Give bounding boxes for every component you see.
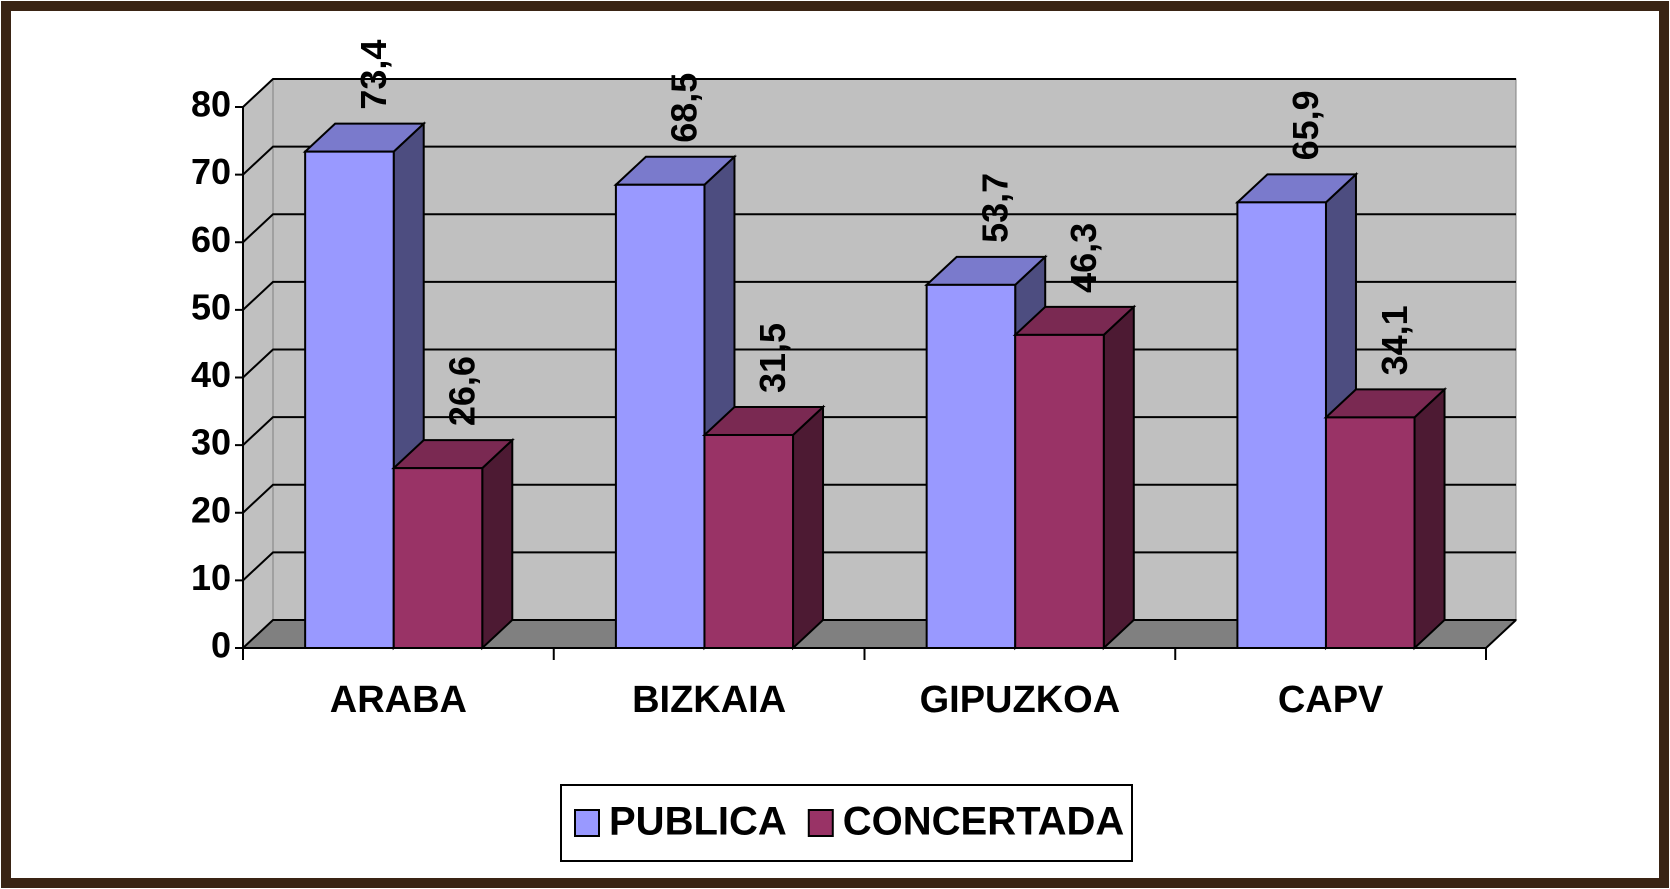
bar: [925, 283, 1017, 649]
y-tick-label: 0: [211, 625, 231, 666]
y-tick-label: 40: [191, 354, 231, 395]
floor-edge: [1485, 619, 1517, 649]
grid-line: [242, 78, 1516, 108]
legend: PUBLICA CONCERTADA: [560, 784, 1133, 862]
bar-side: [1102, 304, 1135, 651]
legend-box: [560, 784, 1133, 862]
x-tick-label: CAPV: [1278, 679, 1384, 721]
y-tick-label: 50: [191, 286, 231, 327]
x-tick-label: GIPUZKOA: [920, 679, 1121, 721]
bar: [304, 150, 395, 649]
bar: [1236, 201, 1327, 649]
bar: [614, 183, 706, 650]
legend-swatch: [574, 809, 600, 837]
bar: [703, 433, 795, 650]
y-tick-label: 10: [191, 557, 231, 598]
legend-swatch: [807, 809, 834, 837]
value-label: 53,7: [974, 173, 1015, 243]
value-label: 26,6: [442, 356, 483, 426]
legend-label: CONCERTADA: [843, 800, 1124, 844]
x-tick-label: ARABA: [330, 679, 467, 721]
grid-line: [242, 213, 1516, 243]
bar: [1014, 333, 1105, 649]
value-label: 73,4: [353, 40, 394, 110]
bar: [392, 467, 484, 649]
grid-line: [242, 280, 1516, 311]
y-tick-label: 60: [191, 219, 231, 260]
y-tick-label: 80: [191, 84, 231, 125]
bar-side: [792, 404, 825, 651]
x-tick-label: BIZKAIA: [632, 679, 786, 721]
grid-line: [242, 145, 1516, 176]
value-label: 65,9: [1285, 90, 1326, 160]
legend-label: PUBLICA: [609, 800, 787, 844]
y-tick-label: 20: [191, 489, 231, 530]
bar-side: [1413, 387, 1446, 651]
bar-side: [481, 437, 514, 651]
value-label: 34,1: [1374, 305, 1415, 375]
value-label: 68,5: [664, 73, 705, 143]
bar: [1324, 416, 1416, 649]
value-label: 46,3: [1063, 223, 1104, 293]
y-tick-label: 30: [191, 422, 231, 463]
value-label: 31,5: [752, 323, 793, 393]
y-tick-label: 70: [191, 151, 231, 192]
